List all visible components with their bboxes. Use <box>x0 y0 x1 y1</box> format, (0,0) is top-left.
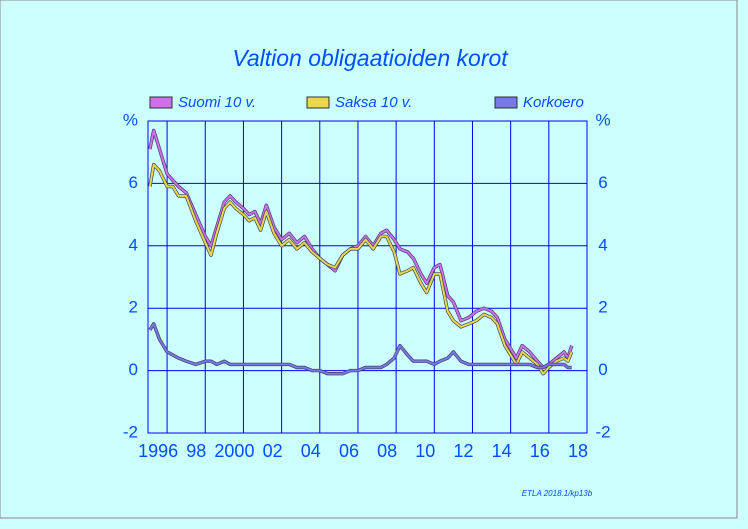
y-tick-label: 2 <box>129 298 138 317</box>
chart-title: Valtion obligaatioiden korot <box>232 45 509 71</box>
x-tick-label: 2000 <box>214 441 254 461</box>
series-line <box>148 163 573 375</box>
x-tick-label: 04 <box>301 441 321 461</box>
y2-tick-label: % <box>595 110 610 129</box>
legend-swatch <box>149 96 173 109</box>
y2-tick-label: 2 <box>598 298 607 317</box>
legend-label: Korkoero <box>523 94 584 111</box>
series-line <box>148 129 573 369</box>
y-tick-label: 0 <box>129 360 138 379</box>
legend-label: Saksa 10 v. <box>335 94 412 111</box>
series-line <box>149 322 572 375</box>
y2-tick-label: 6 <box>598 173 607 192</box>
y-tick-label: % <box>123 110 138 129</box>
plot-area <box>147 120 588 434</box>
x-tick-label: 16 <box>530 441 550 461</box>
x-tick-label: 08 <box>377 441 397 461</box>
legend-swatch <box>306 96 330 109</box>
legend-swatch <box>494 96 518 109</box>
y2-tick-label: 4 <box>598 235 607 254</box>
legend-label: Suomi 10 v. <box>178 94 256 111</box>
x-tick-label: 02 <box>263 441 283 461</box>
x-tick-label: 06 <box>339 441 359 461</box>
x-tick-label: 1996 <box>138 441 178 461</box>
y-tick-label: -2 <box>123 422 138 441</box>
y-tick-label: 6 <box>129 173 138 192</box>
x-tick-label: 18 <box>568 441 588 461</box>
x-tick-label: 12 <box>453 441 473 461</box>
y-tick-label: 4 <box>129 235 138 254</box>
y2-tick-label: 0 <box>598 360 607 379</box>
annotation: ETLA 2018.1/kp13b <box>522 489 593 498</box>
y2-tick-label: -2 <box>595 422 610 441</box>
x-tick-label: 10 <box>415 441 435 461</box>
x-tick-label: 14 <box>492 441 512 461</box>
x-tick-label: 98 <box>186 441 206 461</box>
